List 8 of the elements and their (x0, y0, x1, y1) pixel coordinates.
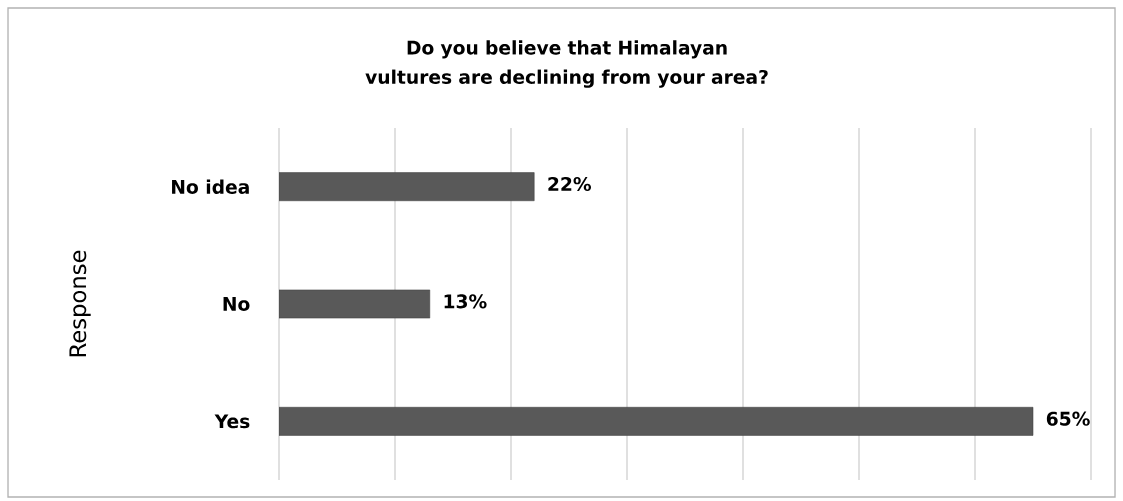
y-axis-title: Response (69, 250, 91, 357)
data-label: 13% (444, 294, 487, 309)
data-label: 22% (548, 176, 592, 192)
y-tick-label: No idea (172, 179, 249, 194)
chart-title: Do you believe that Himalayan vultures are declining from your area? (365, 40, 768, 88)
data-label: 65% (1046, 411, 1090, 426)
y-tick-label: No (223, 297, 250, 311)
y-tick-label: Yes (214, 414, 250, 429)
